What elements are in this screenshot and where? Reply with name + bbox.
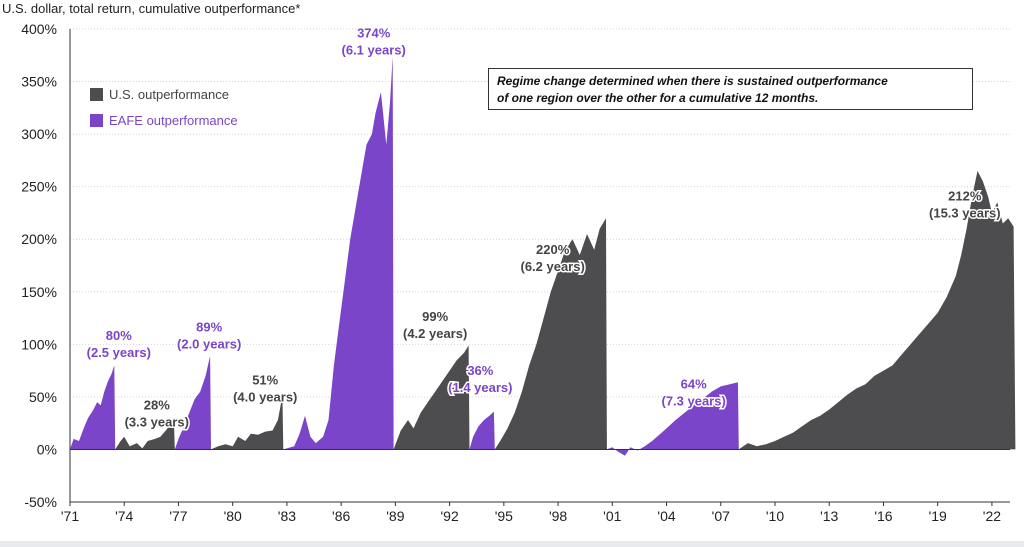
data-label-pct: 212% [948,188,982,203]
data-label-years: (3.3 years) [125,415,189,430]
data-label-pct: 64% [681,376,707,391]
x-tick-label: '01 [603,508,621,524]
note-line-2: of one region over the other for a cumul… [497,91,819,105]
x-tick-label: '83 [278,508,296,524]
y-tick-label: -50% [24,494,57,510]
x-tick-label: '04 [657,508,675,524]
data-label-years: (6.1 years) [342,42,406,57]
us-outperformance-area [494,218,607,450]
chart-subtitle: U.S. dollar, total return, cumulative ou… [2,1,301,16]
note-box: Regime change determined when there is s… [488,68,973,110]
x-tick-label: '92 [440,508,458,524]
data-label-pct: 220% [536,242,570,257]
eafe-outperformance-area [174,355,211,450]
data-label-years: (15.3 years) [929,205,1001,220]
eafe-outperformance-area [606,382,739,456]
data-label-pct: 36% [467,363,493,378]
data-label-years: (4.0 years) [233,389,297,404]
data-label-years: (2.0 years) [177,337,241,352]
y-tick-label: 400% [21,21,57,37]
x-tick-label: '10 [766,508,784,524]
legend-item-us: U.S. outperformance [90,87,229,102]
y-tick-label: 200% [21,231,57,247]
data-label-pct: 89% [196,320,222,335]
y-tick-label: 350% [21,74,57,90]
legend-swatch-us [90,88,103,101]
data-label-years: (6.2 years) [520,259,584,274]
data-label-pct: 99% [422,309,448,324]
x-tick-label: '71 [61,508,79,524]
x-tick-label: '16 [874,508,892,524]
legend-item-eafe: EAFE outperformance [90,113,238,128]
x-tick-label: '22 [983,508,1001,524]
x-tick-label: '19 [929,508,947,524]
data-label-pct: 51% [252,372,278,387]
y-tick-label: 300% [21,126,57,142]
us-outperformance-area [211,395,284,450]
y-tick-label: 100% [21,336,57,352]
legend-label-eafe: EAFE outperformance [109,113,238,128]
x-tick-label: '77 [169,508,187,524]
data-label-years: (7.3 years) [661,393,725,408]
data-label-pct: 28% [144,398,170,413]
data-label-years: (2.5 years) [87,345,151,360]
y-tick-label: 0% [37,441,57,457]
note-line-1: Regime change determined when there is s… [497,74,888,88]
us-outperformance-area [115,420,175,450]
us-outperformance-area [738,170,1016,450]
y-tick-label: 250% [21,179,57,195]
eafe-outperformance-area [469,411,495,450]
data-label-years: (4.2 years) [403,326,467,341]
x-tick-label: '98 [549,508,567,524]
legend-label-us: U.S. outperformance [109,87,229,102]
y-tick-label: 150% [21,284,57,300]
us-outperformance-area [393,345,470,450]
x-tick-label: '86 [332,508,350,524]
x-tick-label: '13 [820,508,838,524]
data-label-pct: 80% [106,328,132,343]
x-tick-label: '89 [386,508,404,524]
eafe-outperformance-area [70,365,116,450]
x-tick-label: '80 [224,508,242,524]
x-tick-label: '95 [495,508,513,524]
data-label-years: (1.4 years) [448,380,512,395]
bottom-band [0,541,1024,547]
x-tick-label: '74 [115,508,133,524]
data-label-pct: 374% [357,25,391,40]
x-tick-label: '07 [712,508,730,524]
y-tick-label: 50% [29,389,57,405]
eafe-outperformance-area [283,56,394,450]
legend-swatch-eafe [90,114,103,127]
